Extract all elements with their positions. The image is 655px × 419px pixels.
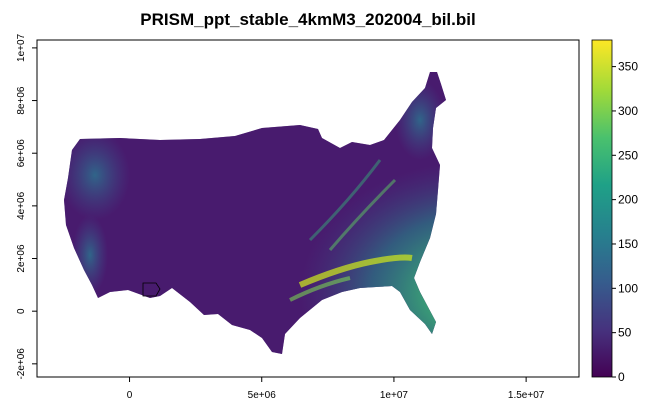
y-tick-label: 2e+06 [16,244,27,273]
legend-tick-label: 300 [618,104,638,118]
legend-tick-label: 250 [618,148,638,162]
legend-colorbar [591,39,613,378]
x-tick-label: 5e+06 [248,390,277,401]
x-tick-label: 1.5e+07 [508,390,545,401]
map-title: PRISM_ppt_stable_4kmM3_202004_bil.bil [140,10,476,29]
legend-tick-label: 200 [618,193,638,207]
y-tick-label: 4e+06 [16,191,27,220]
x-tick-label: 1e+07 [380,390,409,401]
boundary-outline [142,282,161,297]
y-tick-label: 6e+06 [16,139,27,168]
legend-tick-label: 150 [618,237,638,251]
x-tick-label: 0 [127,390,133,401]
x-axis: 0 5e+06 1e+07 1.5e+07 [127,377,545,401]
precip-overlay [64,72,446,354]
y-tick-label: 1e+07 [16,33,27,62]
legend-tick-label: 350 [618,60,638,74]
legend-tick-label: 0 [618,370,625,384]
color-legend: 0 50 100 150 200 250 300 350 [591,39,638,384]
y-tick-label: 0 [16,308,27,314]
y-tick-label: 8e+06 [16,86,27,115]
legend-tick-label: 100 [618,281,638,295]
legend-tick-label: 50 [618,326,632,340]
y-axis: -2e+06 0 2e+06 4e+06 6e+06 8e+06 1e+07 [16,33,37,380]
y-tick-label: -2e+06 [16,348,27,380]
plot-frame [36,39,580,378]
